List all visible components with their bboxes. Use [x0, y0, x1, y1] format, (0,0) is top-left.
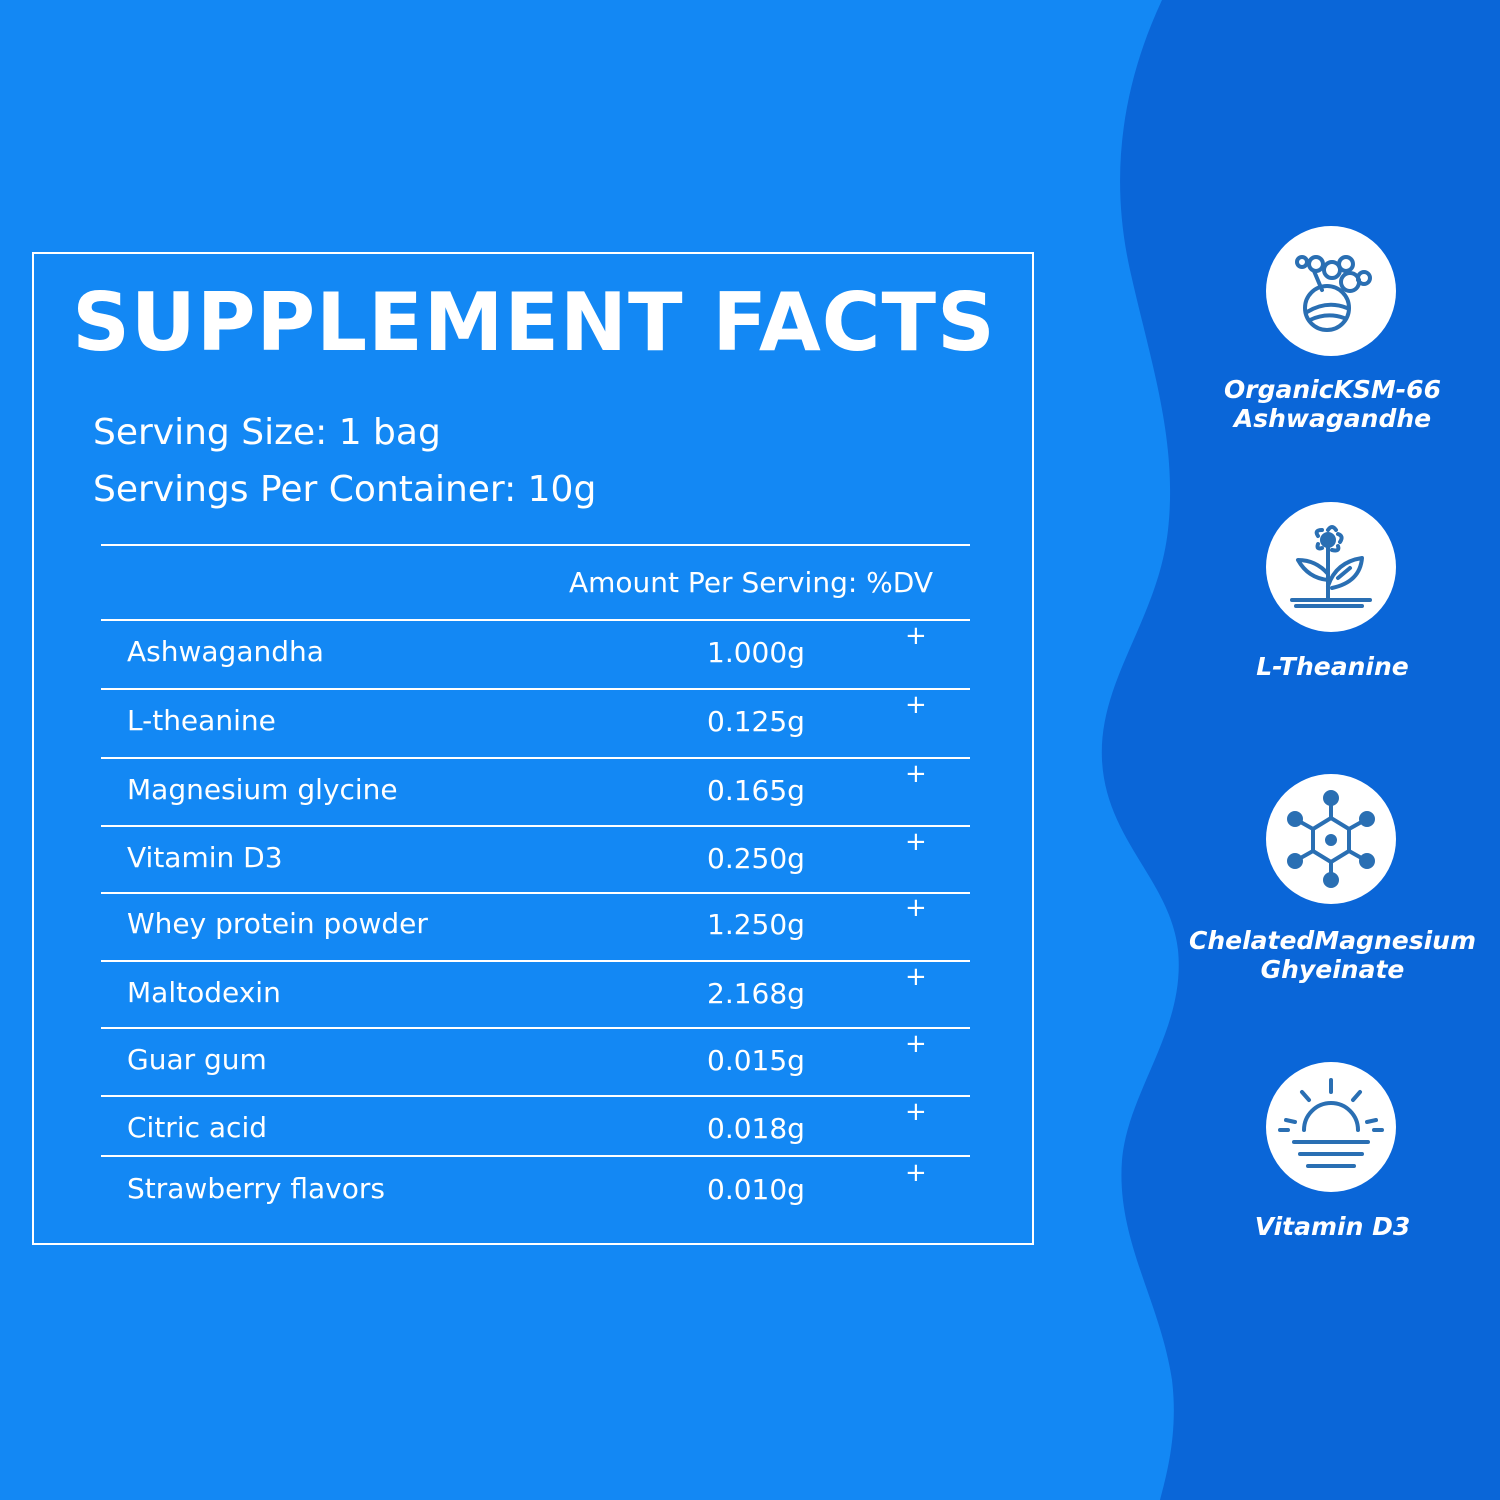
nutrient-dv: +	[905, 621, 927, 651]
nutrient-amount: 1.250g	[707, 908, 805, 941]
nutrient-dv: +	[905, 962, 927, 992]
table-divider	[101, 688, 970, 690]
nutrient-dv: +	[905, 893, 927, 923]
molecule-cluster-icon	[1266, 226, 1396, 356]
table-divider	[101, 960, 970, 962]
nutrient-amount: 2.168g	[707, 977, 805, 1010]
badge-label: OrganicKSM-66	[1224, 375, 1441, 404]
nutrient-dv: +	[905, 759, 927, 789]
nutrient-amount: 0.010g	[707, 1173, 805, 1206]
nutrient-dv: +	[905, 1158, 927, 1188]
nutrient-amount: 0.165g	[707, 774, 805, 807]
table-divider	[101, 544, 970, 546]
badge-label: L-Theanine	[1256, 652, 1409, 681]
nutrient-name: Guar gum	[127, 1043, 267, 1076]
nutrient-amount: 0.125g	[707, 705, 805, 738]
nutrient-amount: 1.000g	[707, 636, 805, 669]
badge-label: Ashwagandhe	[1233, 404, 1432, 433]
sprout-flower-icon	[1266, 502, 1396, 632]
table-divider	[101, 619, 970, 621]
nutrient-name: Magnesium glycine	[127, 773, 398, 806]
facts-title: SUPPLEMENT FACTS	[72, 276, 996, 369]
badge-label: ChelatedMagnesium	[1188, 926, 1477, 955]
table-divider	[101, 1155, 970, 1157]
table-divider	[101, 892, 970, 894]
amount-per-serving-header: Amount Per Serving: %DV	[569, 566, 933, 599]
nutrient-dv: +	[905, 1029, 927, 1059]
right-wave-panel	[1101, 0, 1500, 1500]
nutrient-amount: 0.018g	[707, 1112, 805, 1145]
table-divider	[101, 1027, 970, 1029]
badge-label: Vitamin D3	[1254, 1212, 1411, 1241]
nutrient-dv: +	[905, 1097, 927, 1127]
nutrient-name: L-theanine	[127, 704, 276, 737]
table-divider	[101, 757, 970, 759]
nutrient-name: Strawberry flavors	[127, 1172, 385, 1205]
nutrient-dv: +	[905, 690, 927, 720]
servings-per-container: Servings Per Container: 10g	[93, 469, 597, 510]
nutrient-name: Maltodexin	[127, 976, 281, 1009]
supplement-facts-panel	[32, 252, 1034, 1245]
nutrient-dv: +	[905, 827, 927, 857]
nutrient-name: Ashwagandha	[127, 635, 324, 668]
nutrient-amount: 0.250g	[707, 842, 805, 875]
nutrient-name: Vitamin D3	[127, 841, 283, 874]
sunrise-icon	[1266, 1062, 1396, 1192]
table-divider	[101, 1095, 970, 1097]
nutrient-name: Citric acid	[127, 1111, 267, 1144]
nutrient-amount: 0.015g	[707, 1044, 805, 1077]
table-divider	[101, 825, 970, 827]
badge-label: Ghyeinate	[1260, 955, 1405, 984]
nutrient-name: Whey protein powder	[127, 907, 428, 940]
hexagon-molecule-icon	[1266, 774, 1396, 904]
serving-size: Serving Size: 1 bag	[93, 412, 441, 453]
